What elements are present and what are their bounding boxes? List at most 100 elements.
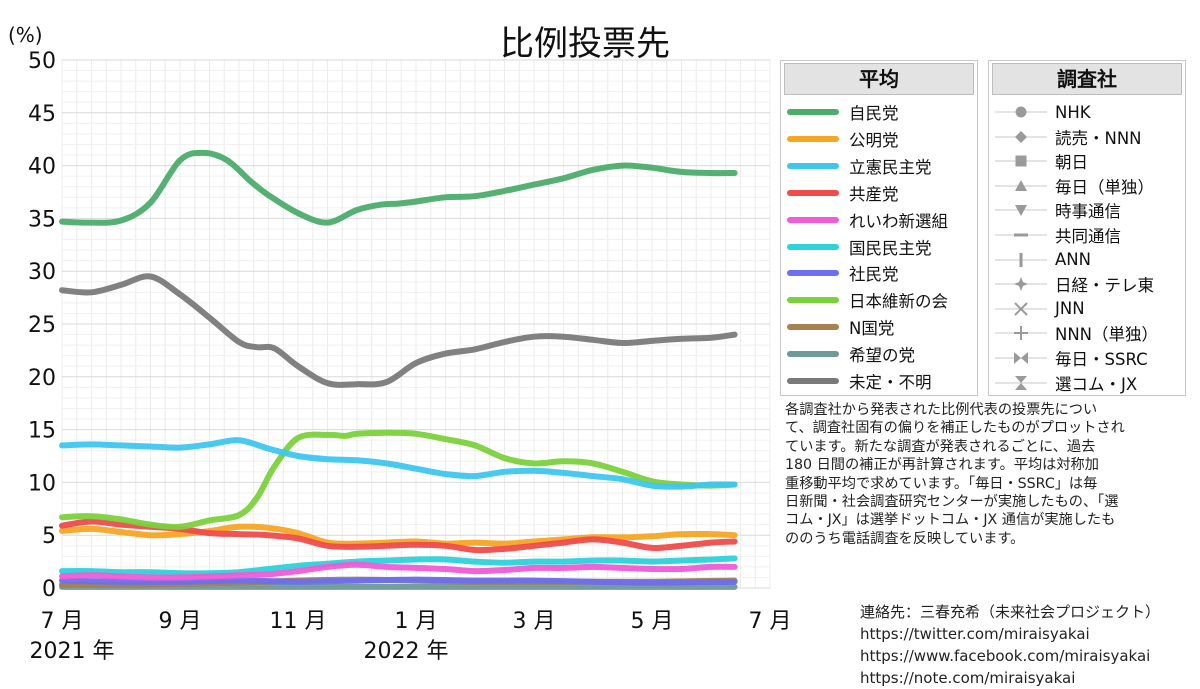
legend-label: 選コム・JX	[1055, 374, 1138, 394]
pollster-legend-item: 選コム・JX	[995, 370, 1137, 396]
chart-root: 0 5 10 15 20 25 30 35 40 45 50 (%) 比例投票先 7 月 9 月 11 月 1 …	[8, 23, 1186, 687]
series-line	[59, 523, 738, 547]
bowtie-h-marker-icon	[995, 348, 1047, 368]
legend-label: 自民党	[849, 104, 899, 123]
x-tick-label: 1 月	[395, 609, 438, 634]
y-tick-label: 35	[28, 207, 56, 232]
y-tick-label: 10	[28, 471, 56, 496]
contact-label: 連絡先：三春充希（未来社会プロジェクト）	[860, 603, 1161, 621]
legend-label: 共同通信	[1055, 227, 1121, 246]
party-legend-title: 平均	[784, 63, 974, 95]
pollster-legend-item: 時事通信	[995, 197, 1121, 223]
legend-swatch	[787, 270, 839, 277]
legend-swatch	[787, 297, 839, 304]
note-link[interactable]: https://note.com/miraisyakai	[860, 669, 1076, 687]
legend-label: NHK	[1055, 102, 1091, 122]
legend-swatch	[787, 378, 839, 384]
pollster-legend-item: NHK	[995, 99, 1091, 125]
legend-label: 公明党	[849, 130, 899, 150]
note-line: 180 日間の補正が再計算されます。平均は対称加	[785, 457, 1099, 474]
legend-label: れいわ新選組	[849, 211, 948, 231]
series-line	[59, 561, 738, 581]
triangle-down-marker-icon	[995, 200, 1047, 220]
legend-swatch	[787, 324, 839, 331]
legend-swatch	[787, 243, 839, 250]
legend-label: 毎日（単独）	[1055, 177, 1154, 197]
legend-label: JNN	[1055, 299, 1085, 319]
dash-marker-icon	[995, 225, 1047, 245]
party-legend-item: 日本維新の会	[787, 287, 948, 313]
diamond-marker-icon	[995, 127, 1047, 147]
legend-swatch	[787, 109, 839, 115]
legend-swatch	[787, 162, 839, 169]
cross-marker-icon	[995, 299, 1047, 319]
series-line	[59, 555, 738, 577]
chart-svg: 0 5 10 15 20 25 30 35 40 45 50(%) 比例投票先 7 月 9 月 11 月 1 …	[8, 23, 792, 664]
pollster-legend-item: 朝日	[995, 148, 1088, 174]
legend-label: ANN	[1055, 250, 1091, 270]
y-tick-label: 40	[28, 155, 56, 180]
note-line: 各調査社から発表された比例代表の投票先につい	[785, 402, 1098, 418]
legend-label: 未定・不明	[849, 373, 932, 392]
legend-label: 立憲民主党	[849, 157, 932, 177]
x-year-label: 2022 年	[364, 639, 449, 664]
x-tick-label: 5 月	[631, 609, 674, 634]
pollster-legend: 調査社 NHK 読売・NNN 朝日毎日（単独） 時事通信共同通信 ANN 日経・テレ東 JN…	[988, 60, 1186, 396]
note-line: て、調査社固有の偏りを補正したものがプロットされ	[785, 420, 1125, 437]
legend-swatch	[787, 216, 839, 223]
y-tick-label: 5	[42, 524, 56, 549]
series-line	[59, 429, 738, 530]
note-line: ています。新たな調査が発表されるごとに、過去	[785, 438, 1096, 455]
facebook-link[interactable]: https://www.facebook.com/miraisyakai	[860, 647, 1151, 665]
party-legend-item: 社民党	[787, 260, 899, 286]
party-legend-item: 希望の党	[787, 341, 915, 367]
bowtie-v-marker-icon	[995, 373, 1047, 393]
y-tick-label: 50	[28, 49, 56, 74]
party-legend-item: 国民民主党	[787, 234, 932, 260]
star-marker-icon	[995, 274, 1047, 294]
y-tick-label: 30	[28, 260, 56, 285]
series-line	[59, 273, 738, 388]
plus-marker-icon	[995, 323, 1047, 343]
party-legend-item: れいわ新選組	[787, 207, 948, 233]
x-tick-label: 11 月	[270, 609, 327, 634]
pollster-legend-item: ANN	[995, 247, 1091, 273]
party-legend-item: 公明党	[787, 126, 899, 152]
note-line: 重移動平均で求めています。「毎日・SSRC」は毎	[785, 475, 1098, 492]
legend-label: 日経・テレ東	[1055, 276, 1154, 296]
circle-marker-icon	[995, 102, 1047, 122]
pollster-legend-item: JNN	[995, 296, 1085, 322]
legend-label: N国党	[849, 319, 895, 339]
x-tick-label: 3 月	[513, 609, 556, 634]
party-legend-item: 自民党	[787, 99, 899, 125]
legend-swatch	[787, 135, 839, 142]
note-line: ののうち電話調査を反映しています。	[785, 530, 1025, 547]
chart-title: 比例投票先	[500, 24, 670, 64]
legend-label: 読売・NNN	[1055, 128, 1142, 148]
x-tick-label: 9 月	[159, 609, 202, 634]
bar-marker-icon	[995, 250, 1047, 270]
pollster-legend-item: 毎日・SSRC	[995, 345, 1148, 371]
contact-info: 連絡先：三春充希（未来社会プロジェクト） https://twitter.com…	[860, 601, 1160, 689]
legend-label: NNN（単独）	[1055, 325, 1159, 345]
pollster-legend-item: 毎日（単独）	[995, 173, 1154, 199]
twitter-link[interactable]: https://twitter.com/miraisyakai	[860, 625, 1090, 643]
party-legend-item: 未定・不明	[787, 368, 932, 394]
party-legend-item: 共産党	[787, 180, 899, 206]
series-line	[59, 149, 738, 226]
y-tick-label: 20	[28, 366, 56, 391]
x-tick-label: 7 月	[749, 609, 792, 634]
party-legend: 平均 自民党公明党立憲民主党共産党れいわ新選組国民民主党 社民党 日本維新の会 N国党…	[780, 60, 978, 396]
party-legend-item: N国党	[787, 314, 894, 340]
y-tick-label: 15	[28, 419, 56, 444]
legend-label: 毎日・SSRC	[1055, 350, 1148, 369]
party-legend-item: 立憲民主党	[787, 153, 932, 179]
methodology-note: 各調査社から発表された比例代表の投票先につい て、調査社固有の偏りを補正したもの…	[785, 401, 1185, 548]
legend-label: 時事通信	[1055, 202, 1121, 222]
pollster-legend-title: 調査社	[992, 63, 1182, 95]
y-tick-label: 25	[28, 313, 56, 338]
note-line: 日新聞・社会調査研究センターが実施したもの、「選	[785, 494, 1119, 511]
x-year-label: 2021 年	[30, 639, 115, 664]
legend-label: 希望の党	[849, 346, 915, 366]
series-line	[59, 437, 738, 490]
